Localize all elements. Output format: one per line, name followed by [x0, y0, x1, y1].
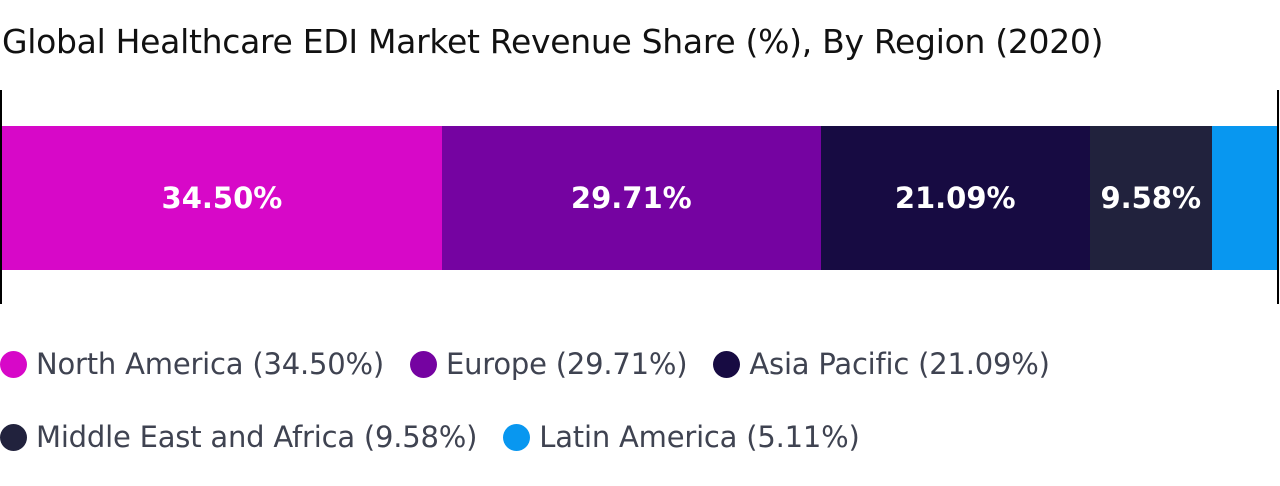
legend-swatch — [713, 350, 741, 378]
chart-title: Global Healthcare EDI Market Revenue Sha… — [2, 22, 1104, 61]
legend-item-europe: Europe (29.71%) — [409, 347, 688, 381]
legend-swatch — [503, 423, 531, 451]
legend-item-middle-east-and-africa: Middle East and Africa (9.58%) — [0, 420, 477, 454]
legend-item-asia-pacific: Asia Pacific (21.09%) — [713, 347, 1050, 381]
data-label: 9.58% — [1100, 181, 1202, 215]
legend-label: Europe (29.71%) — [445, 347, 688, 381]
legend-label: Middle East and Africa (9.58%) — [36, 420, 478, 454]
legend-label: Latin America (5.11%) — [539, 420, 860, 454]
bar-segment-north-america: 34.50% — [2, 126, 442, 270]
data-label: 29.71% — [570, 181, 692, 215]
bar-segment-middle-east-and-africa: 9.58% — [1089, 126, 1212, 270]
bar-segment-asia-pacific: 21.09% — [820, 126, 1090, 270]
legend-swatch — [0, 423, 27, 451]
legend-label: North America (34.50%) — [36, 347, 384, 381]
legend-item-latin-america: Latin America (5.11%) — [503, 420, 860, 454]
legend-swatch — [409, 350, 437, 378]
legend-row-2: Middle East and Africa (9.58%) Latin Ame… — [0, 413, 1280, 461]
bar-segment-latin-america — [1211, 126, 1277, 270]
axis-left-line — [0, 90, 2, 304]
legend-swatch — [0, 350, 27, 378]
legend: North America (34.50%) Europe (29.71%) A… — [0, 340, 1280, 486]
stacked-bar: 34.50% 29.71% 21.09% 9.58% — [2, 126, 1277, 270]
data-label: 21.09% — [894, 181, 1016, 215]
legend-row-1: North America (34.50%) Europe (29.71%) A… — [0, 340, 1280, 388]
data-label: 34.50% — [161, 181, 283, 215]
axis-right-line — [1277, 90, 1279, 304]
bar-segment-europe: 29.71% — [441, 126, 821, 270]
legend-item-north-america: North America (34.50%) — [0, 347, 384, 381]
legend-label: Asia Pacific (21.09%) — [749, 347, 1050, 381]
